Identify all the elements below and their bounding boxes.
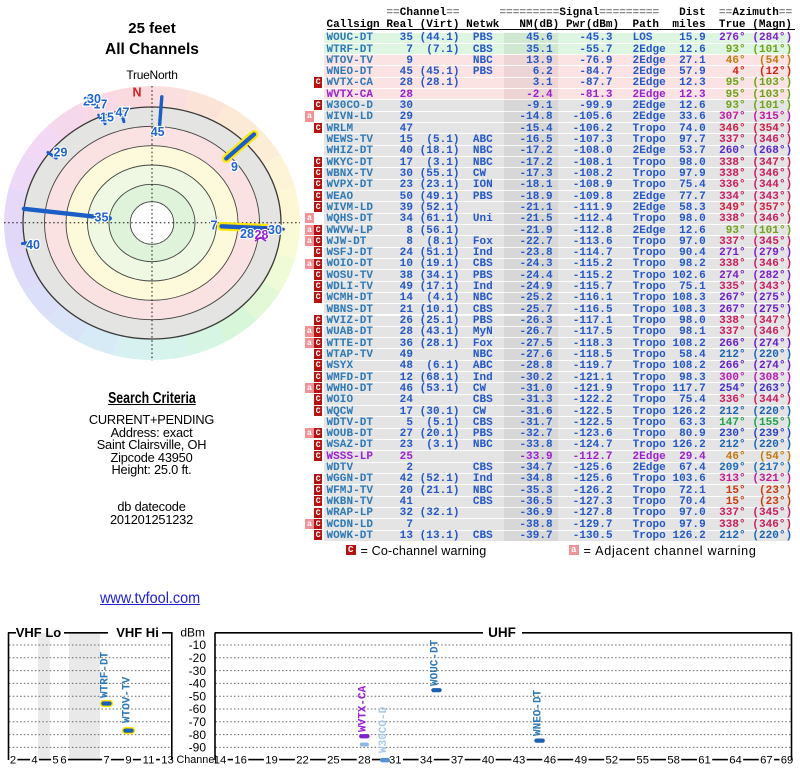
svg-text:25: 25 [327, 755, 340, 767]
svg-text:4: 4 [31, 755, 37, 767]
svg-text:11: 11 [143, 755, 155, 767]
svg-text:67: 67 [760, 755, 773, 767]
svg-text:69: 69 [781, 755, 794, 767]
svg-text:28: 28 [240, 227, 254, 241]
svg-text:15: 15 [100, 111, 114, 125]
svg-text:N: N [132, 86, 141, 100]
svg-text:17: 17 [94, 98, 108, 112]
svg-text:WTRF-DT: WTRF-DT [100, 651, 112, 698]
svg-text:45: 45 [151, 125, 165, 139]
svg-text:UHF: UHF [488, 625, 516, 640]
svg-text:14: 14 [214, 755, 227, 767]
svg-text:35: 35 [95, 211, 109, 225]
svg-text:WNEO-DT: WNEO-DT [533, 689, 545, 736]
svg-text:58: 58 [667, 755, 680, 767]
svg-text:64: 64 [729, 755, 742, 767]
svg-text:31: 31 [389, 755, 402, 767]
svg-text:37: 37 [451, 755, 464, 767]
svg-text:22: 22 [296, 755, 309, 767]
svg-text:VHF Lo: VHF Lo [16, 625, 62, 640]
svg-text:-50: -50 [189, 689, 207, 703]
svg-text:-70: -70 [189, 715, 207, 729]
svg-text:Channel: Channel [177, 754, 217, 766]
svg-text:9: 9 [125, 755, 131, 767]
svg-text:VHF Hi: VHF Hi [116, 625, 159, 640]
svg-text:49: 49 [575, 755, 588, 767]
svg-text:-80: -80 [189, 728, 207, 742]
svg-text:55: 55 [636, 755, 649, 767]
svg-text:7: 7 [211, 219, 218, 233]
svg-text:30: 30 [87, 92, 101, 106]
svg-text:7: 7 [103, 755, 109, 767]
svg-text:-40: -40 [189, 677, 207, 691]
svg-text:2: 2 [10, 755, 16, 767]
svg-text:16: 16 [234, 755, 247, 767]
svg-text:43: 43 [513, 755, 526, 767]
svg-text:13: 13 [161, 755, 174, 767]
svg-text:WVTX-CA: WVTX-CA [357, 685, 369, 732]
svg-text:46: 46 [544, 755, 557, 767]
svg-text:-30: -30 [189, 664, 207, 678]
svg-text:19: 19 [265, 755, 278, 767]
svg-text:6: 6 [60, 755, 66, 767]
svg-text:29: 29 [54, 146, 68, 160]
svg-text:WOUC-DT: WOUC-DT [430, 639, 442, 686]
svg-text:40: 40 [482, 755, 495, 767]
svg-text:WTOV-TV: WTOV-TV [122, 676, 134, 723]
svg-text:dBm: dBm [180, 626, 205, 640]
svg-text:-10: -10 [189, 638, 207, 652]
svg-text:47: 47 [116, 106, 130, 120]
svg-text:61: 61 [698, 755, 711, 767]
svg-text:5: 5 [52, 755, 58, 767]
svg-text:28: 28 [358, 755, 371, 767]
svg-text:40: 40 [26, 238, 40, 252]
svg-text:30: 30 [268, 223, 282, 237]
svg-text:-90: -90 [189, 741, 207, 755]
svg-text:34: 34 [420, 755, 433, 767]
svg-text:52: 52 [605, 755, 618, 767]
svg-text:-60: -60 [189, 702, 207, 716]
svg-text:9: 9 [231, 160, 238, 174]
svg-text:23: 23 [83, 95, 97, 109]
svg-text:-20: -20 [189, 651, 207, 665]
svg-text:W30CO-D: W30CO-D [378, 706, 390, 753]
